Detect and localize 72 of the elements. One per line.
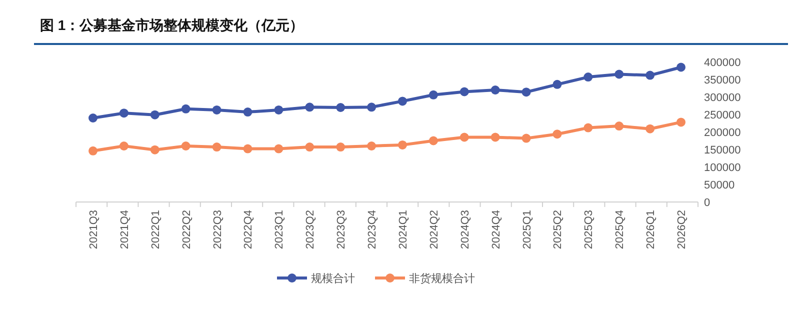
point bbox=[119, 108, 128, 118]
point bbox=[274, 144, 284, 154]
point bbox=[552, 130, 562, 139]
point bbox=[367, 142, 376, 150]
point bbox=[243, 144, 252, 154]
y-tick-label: 300000 bbox=[704, 92, 741, 104]
point bbox=[676, 62, 686, 72]
x-tick-label: 2023Q1 bbox=[274, 210, 286, 250]
point bbox=[181, 142, 190, 150]
y-tick-label: 150000 bbox=[704, 144, 741, 156]
point bbox=[150, 145, 160, 154]
x-tick-label: 2023Q4 bbox=[366, 210, 379, 250]
x-tick-label: 2022Q2 bbox=[180, 210, 193, 250]
point bbox=[212, 105, 222, 114]
x-tick-label: 2021Q4 bbox=[118, 210, 131, 250]
point bbox=[490, 86, 500, 94]
legend-label: 规模合计 bbox=[311, 272, 355, 285]
x-tick-label: 2025Q1 bbox=[521, 210, 534, 250]
point bbox=[88, 146, 98, 156]
y-tick-label: 200000 bbox=[704, 127, 741, 139]
y-tick-label: 400000 bbox=[704, 57, 741, 69]
point bbox=[614, 70, 624, 79]
y-tick-label: 50000 bbox=[704, 180, 735, 192]
point bbox=[88, 114, 98, 122]
x-tick-label: 2024Q4 bbox=[490, 210, 502, 250]
point bbox=[460, 132, 469, 142]
point bbox=[367, 102, 376, 112]
x-tick-label: 2022Q1 bbox=[150, 210, 162, 250]
point bbox=[614, 122, 624, 131]
point bbox=[646, 124, 655, 134]
x-tick-label: 2024Q2 bbox=[428, 210, 440, 250]
point bbox=[305, 102, 314, 112]
x-tick-label: 2021Q3 bbox=[88, 210, 100, 250]
x-tick-label: 2026Q2 bbox=[676, 210, 688, 250]
point bbox=[646, 70, 655, 80]
point bbox=[552, 80, 562, 89]
chart-title: 图 1：公募基金市场整体规模变化（亿元） bbox=[40, 17, 304, 33]
point bbox=[119, 142, 128, 150]
point bbox=[584, 123, 593, 132]
point bbox=[584, 72, 593, 82]
point bbox=[336, 142, 346, 152]
point bbox=[460, 87, 469, 96]
y-tick-label: 0 bbox=[704, 197, 710, 209]
y-tick-label: 250000 bbox=[704, 110, 741, 122]
x-tick-label: 2024Q1 bbox=[397, 210, 410, 250]
point bbox=[522, 134, 531, 143]
point bbox=[150, 110, 160, 120]
x-tick-label: 2025Q3 bbox=[583, 210, 596, 250]
point bbox=[522, 88, 531, 97]
point bbox=[274, 105, 284, 114]
legend-label: 非货规模合计 bbox=[409, 272, 475, 285]
x-tick-label: 2025Q4 bbox=[614, 210, 626, 250]
point bbox=[305, 142, 314, 152]
x-tick-label: 2025Q2 bbox=[552, 210, 564, 250]
point bbox=[490, 132, 500, 142]
point bbox=[428, 136, 438, 146]
point bbox=[181, 104, 190, 114]
x-tick-label: 2023Q3 bbox=[336, 210, 348, 250]
x-tick-label: 2026Q1 bbox=[645, 210, 658, 250]
x-tick-label: 2023Q2 bbox=[304, 210, 317, 250]
x-tick-label: 2022Q4 bbox=[242, 210, 255, 250]
point bbox=[336, 103, 346, 112]
point bbox=[398, 96, 407, 106]
y-tick-label: 100000 bbox=[704, 162, 741, 174]
point bbox=[428, 90, 438, 100]
x-tick-label: 2024Q3 bbox=[459, 210, 472, 250]
point bbox=[676, 118, 686, 127]
point bbox=[212, 142, 222, 152]
point bbox=[243, 108, 252, 117]
point bbox=[398, 140, 407, 150]
y-tick-label: 350000 bbox=[704, 74, 741, 86]
x-tick-label: 2022Q3 bbox=[212, 210, 224, 250]
